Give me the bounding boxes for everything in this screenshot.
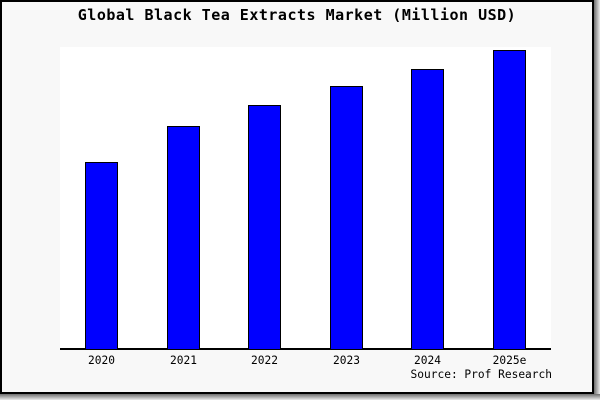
bar-2022 <box>248 105 281 350</box>
bar-2020 <box>85 162 118 350</box>
x-axis-labels: 2020 2021 2022 2023 2024 2025e <box>60 354 551 368</box>
bar-2025e <box>493 50 526 350</box>
frame-shadow-bottom <box>0 394 600 400</box>
x-tick-label-2023: 2023 <box>333 354 360 367</box>
frame-shadow-right <box>594 0 600 400</box>
bar-2021 <box>167 126 200 350</box>
bar-2023 <box>330 86 363 350</box>
bar-2024 <box>411 69 444 350</box>
x-tick-label-2025e: 2025e <box>492 354 527 367</box>
x-tick-label-2020: 2020 <box>88 354 115 367</box>
source-note: Source: Prof Research <box>410 368 552 381</box>
x-axis-line <box>60 348 551 350</box>
chart-title: Global Black Tea Extracts Market (Millio… <box>77 6 517 24</box>
plot-area <box>60 47 551 350</box>
x-tick-label-2021: 2021 <box>170 354 197 367</box>
x-tick-label-2022: 2022 <box>251 354 278 367</box>
x-tick-label-2024: 2024 <box>414 354 441 367</box>
